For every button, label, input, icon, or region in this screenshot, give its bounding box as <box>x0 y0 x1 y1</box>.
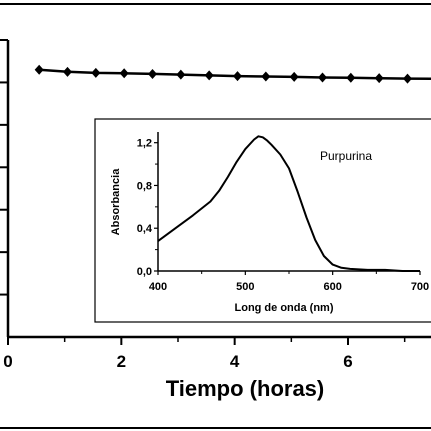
inset-title: Purpurina <box>320 149 372 163</box>
main-x-tick-label: 4 <box>230 352 240 371</box>
inset-x-axis-label: Long de onda (nm) <box>235 302 334 314</box>
inset-x-tick-label: 500 <box>236 281 254 293</box>
main-x-tick-label: 0 <box>3 352 12 371</box>
inset-x-tick-label: 600 <box>323 281 341 293</box>
main-data-point <box>261 71 271 82</box>
inset-y-tick-label: 0,8 <box>137 180 152 192</box>
main-data-point <box>63 66 72 77</box>
main-data-point <box>403 73 412 84</box>
main-x-tick-label: 2 <box>117 352 126 371</box>
inset-y-tick-label: 0,4 <box>137 223 153 235</box>
main-x-axis-label: Tiempo (horas) <box>166 376 325 401</box>
main-data-point <box>119 68 129 79</box>
main-data-point <box>91 67 101 78</box>
inset-y-ticks: 0,0 0,4 0,8 1,2 <box>137 138 158 278</box>
main-x-ticks: 0 2 4 6 <box>3 337 406 371</box>
inset-chart: 0,0 0,4 0,8 1,2 400 500 600 700 Purpurina Long… <box>94 118 431 323</box>
main-series <box>34 64 431 84</box>
main-data-point <box>34 64 44 75</box>
main-data-point <box>374 73 384 84</box>
main-x-tick-label: 6 <box>343 352 352 371</box>
main-data-point <box>233 71 242 82</box>
inset-x-tick-label: 400 <box>149 281 167 293</box>
main-data-point <box>346 72 356 83</box>
main-data-point <box>176 69 186 80</box>
inset-y-axis-label: Absorbancia <box>110 168 122 236</box>
main-data-point <box>318 72 327 83</box>
inset-y-tick-label: 1,2 <box>137 138 152 150</box>
main-data-point <box>148 68 157 79</box>
main-data-point <box>204 70 214 81</box>
inset-frame <box>94 118 431 323</box>
inset-series <box>157 135 420 272</box>
inset-x-tick-label: 700 <box>411 281 429 293</box>
main-data-point <box>289 71 299 82</box>
inset-spectrum-line <box>157 135 420 272</box>
main-y-ticks <box>0 39 8 296</box>
inset-y-tick-label: 0,0 <box>137 266 152 278</box>
inset-x-ticks: 400 500 600 700 <box>149 271 429 293</box>
main-plot-axes <box>6 40 431 339</box>
